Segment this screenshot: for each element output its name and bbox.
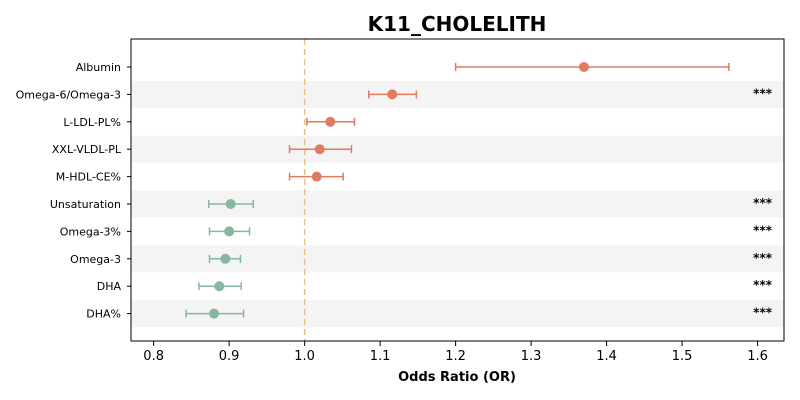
row-label: Unsaturation xyxy=(50,198,121,211)
row-band xyxy=(131,80,784,108)
significance-label: *** xyxy=(753,86,773,100)
x-tick-label: 0.8 xyxy=(143,349,164,364)
chart-title: K11_CHOLELITH xyxy=(368,12,547,36)
x-tick-label: 1.1 xyxy=(370,349,391,364)
row-label: Albumin xyxy=(76,61,121,74)
x-tick-label: 1.2 xyxy=(445,349,466,364)
x-tick-label: 1.4 xyxy=(596,349,617,364)
significance-label: *** xyxy=(753,278,773,292)
x-tick-label: 1.3 xyxy=(521,349,542,364)
x-tick-label: 1.6 xyxy=(747,349,768,364)
plot-frame xyxy=(130,38,785,342)
x-axis-title: Odds Ratio (OR) xyxy=(398,370,516,385)
significance-label: *** xyxy=(753,223,773,237)
row-label: Omega-3 xyxy=(70,253,121,266)
or-point xyxy=(311,171,322,182)
row-label: Omega-6/Omega-3 xyxy=(16,88,121,101)
significance-labels: *** *** *** *** *** *** xyxy=(753,86,773,319)
or-point xyxy=(325,116,336,127)
x-tick-label: 1.5 xyxy=(672,349,693,364)
y-axis-labels: Albumin Omega-6/Omega-3 L-LDL-PL% XXL-VLDL-… xyxy=(16,61,131,321)
significance-label: *** xyxy=(753,196,773,210)
significance-label: *** xyxy=(753,306,773,320)
row-label: DHA% xyxy=(86,308,121,321)
or-point xyxy=(387,89,398,100)
row-label: M-HDL-CE% xyxy=(56,171,121,184)
x-tick-label: 0.9 xyxy=(219,349,240,364)
or-point xyxy=(214,281,225,292)
data-marks xyxy=(185,62,730,319)
or-point xyxy=(220,253,231,264)
or-point xyxy=(209,308,220,319)
row-label: XXL-VLDL-PL xyxy=(52,143,122,156)
significance-label: *** xyxy=(753,251,773,265)
row-band xyxy=(131,135,784,163)
or-point xyxy=(225,199,236,209)
row-label: Omega-3% xyxy=(60,225,121,238)
row-label: DHA xyxy=(97,280,122,293)
x-axis: 0.8 0.9 1.0 1.1 1.2 1.3 1.4 1.5 1.6 xyxy=(143,341,768,364)
x-tick-label: 1.0 xyxy=(294,349,315,364)
row-label: L-LDL-PL% xyxy=(63,116,121,129)
or-point xyxy=(578,62,589,72)
or-point xyxy=(314,144,325,155)
plot-border xyxy=(130,38,785,342)
or-point xyxy=(224,226,235,237)
